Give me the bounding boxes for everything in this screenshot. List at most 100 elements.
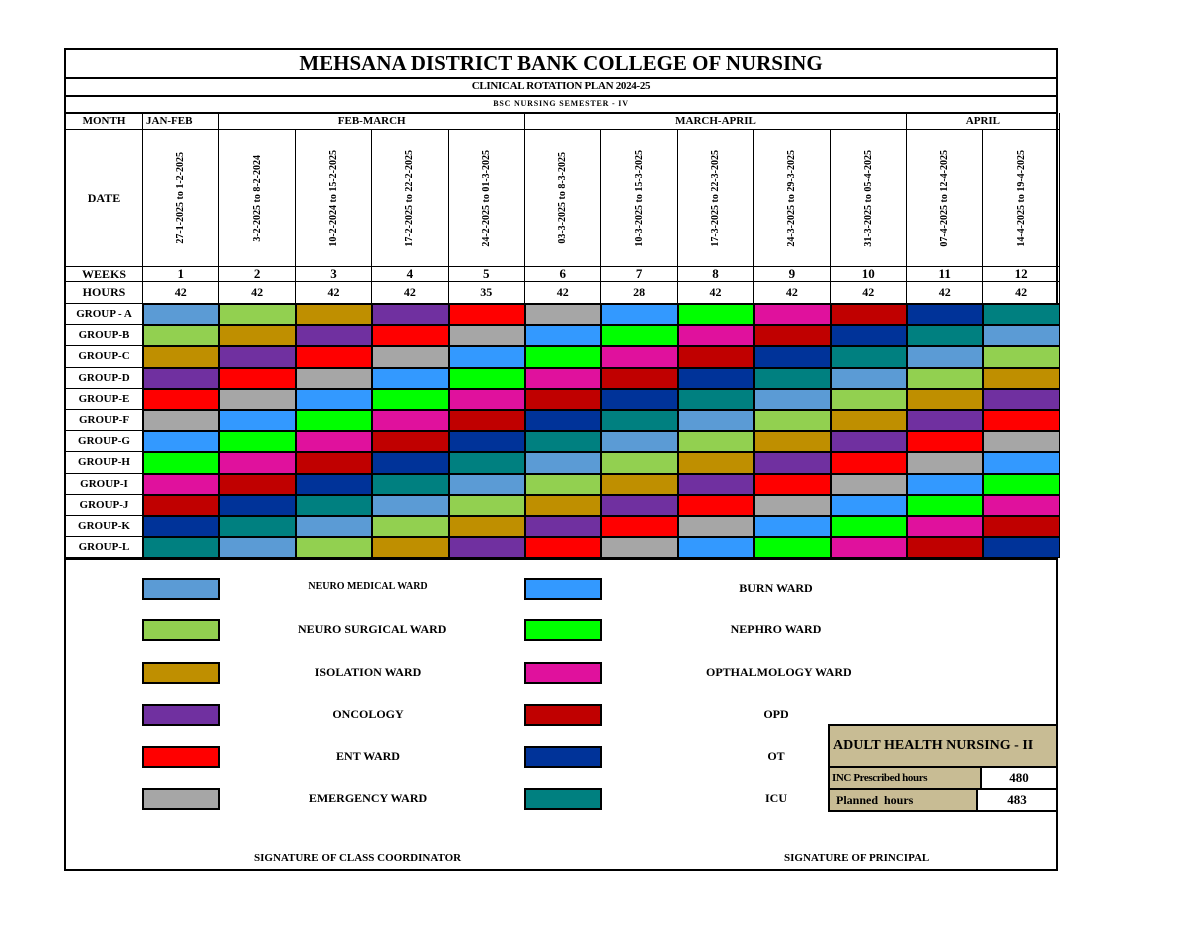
legend-label: EMERGENCY WARD [308,791,428,805]
hours-value: 42 [295,282,373,304]
rotation-cell [295,452,373,474]
group-label: GROUP-B [66,325,143,347]
rotation-cell [983,473,1060,495]
rotation-cell [143,410,220,432]
rotation-cell [983,410,1060,432]
rotation-cell [219,410,296,432]
week-number: 12 [983,266,1060,282]
coordinator-signature: SIGNATURE OF CLASS COORDINATOR [254,852,462,864]
rotation-cell [601,325,678,347]
group-label: GROUP-H [66,452,143,474]
legend-swatch [142,578,220,600]
group-label: GROUP-E [66,388,143,410]
legend-swatch [142,788,220,810]
rotation-cell [448,346,525,368]
rotation-cell [448,431,525,453]
week-number: 2 [219,266,296,282]
rotation-cell [601,367,678,389]
rotation-cell [754,388,831,410]
date-cell: 10-2-2024 to 15-2-2025 [295,130,373,267]
rotation-cell [830,304,907,326]
rotation-cell [295,304,373,326]
rotation-cell [677,325,755,347]
month-header: MONTH [66,113,143,130]
rotation-cell [907,410,984,432]
table-bottom-border [66,558,1056,561]
rotation-cell [525,346,602,368]
week-number: 3 [295,266,373,282]
rotation-cell [677,431,755,453]
rotation-cell [143,452,220,474]
date-range: 17-3-2025 to 22-3-2025 [709,149,721,247]
rotation-cell [677,452,755,474]
legend-swatch [142,746,220,768]
rotation-cell [601,410,678,432]
rotation-cell [448,304,525,326]
rotation-cell [907,325,984,347]
rotation-cell [830,325,907,347]
week-number: 8 [677,266,755,282]
rotation-cell [983,431,1060,453]
prescribed-hours-label: INC Prescribed hours [830,768,982,788]
date-range: 03-3-2025 to 8-3-2025 [557,152,569,244]
group-label: GROUP-J [66,494,143,516]
rotation-cell [830,516,907,538]
divider [66,95,1056,97]
rotation-cell [677,516,755,538]
rotation-cell [525,516,602,538]
rotation-cell [907,473,984,495]
hours-value: 42 [372,282,449,304]
hours-value: 42 [143,282,220,304]
rotation-cell [295,346,373,368]
semester-label: BSC NURSING SEMESTER - IV [493,99,629,108]
rotation-cell [448,388,525,410]
planned-hours-value: 483 [978,790,1056,810]
rotation-cell [601,452,678,474]
rotation-cell [983,346,1060,368]
rotation-cell [448,494,525,516]
legend-label: ISOLATION WARD [314,665,422,679]
date-cell: 31-3-2025 to 05-4-2025 [830,130,907,267]
date-range: 10-2-2024 to 15-2-2025 [327,149,339,247]
hours-value: 35 [448,282,525,304]
rotation-cell [525,325,602,347]
rotation-cell [601,304,678,326]
rotation-cell [219,388,296,410]
rotation-cell [754,325,831,347]
date-cell: 27-1-2025 to 1-2-2025 [143,130,220,267]
hours-value: 42 [830,282,907,304]
college-title: MEHSANA DISTRICT BANK COLLEGE OF NURSING [299,51,823,75]
rotation-cell [143,367,220,389]
rotation-cell [754,431,831,453]
legend-swatch [524,619,602,641]
rotation-cell [448,516,525,538]
rotation-cell [448,452,525,474]
rotation-cell [295,367,373,389]
rotation-cell [143,431,220,453]
rotation-cell [295,410,373,432]
group-label: GROUP-L [66,537,143,559]
date-cell: 24-2-2025 to 01-3-2025 [448,130,525,267]
rotation-cell [143,494,220,516]
rotation-cell [448,325,525,347]
hours-value: 28 [601,282,678,304]
group-label: GROUP-K [66,516,143,538]
rotation-cell [525,452,602,474]
date-cell: 24-3-2025 to 29-3-2025 [754,130,831,267]
rotation-cell [372,537,449,559]
rotation-cell [219,431,296,453]
legend-swatch [142,704,220,726]
rotation-cell [754,516,831,538]
week-number: 6 [525,266,602,282]
rotation-cell [754,452,831,474]
rotation-cell [754,410,831,432]
rotation-cell [983,516,1060,538]
rotation-cell [907,304,984,326]
rotation-cell [754,494,831,516]
weeks-header: WEEKS [66,267,143,282]
legend-label: ENT WARD [336,749,400,763]
rotation-cell [907,431,984,453]
week-number: 1 [143,266,220,282]
hours-value: 42 [907,282,984,304]
legend-label: ONCOLOGY [332,707,404,721]
